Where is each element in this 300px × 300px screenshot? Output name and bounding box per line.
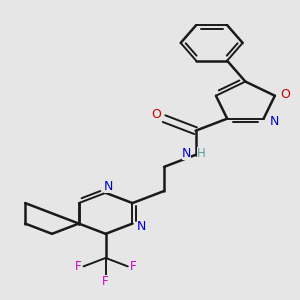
- Text: O: O: [152, 108, 161, 121]
- Text: N: N: [104, 180, 113, 194]
- Text: N: N: [182, 147, 191, 160]
- Text: H: H: [197, 147, 206, 160]
- Text: N: N: [269, 115, 279, 128]
- Text: F: F: [130, 260, 136, 273]
- Text: F: F: [102, 275, 109, 288]
- Text: N: N: [137, 220, 146, 233]
- Text: F: F: [75, 260, 82, 273]
- Text: O: O: [280, 88, 290, 101]
